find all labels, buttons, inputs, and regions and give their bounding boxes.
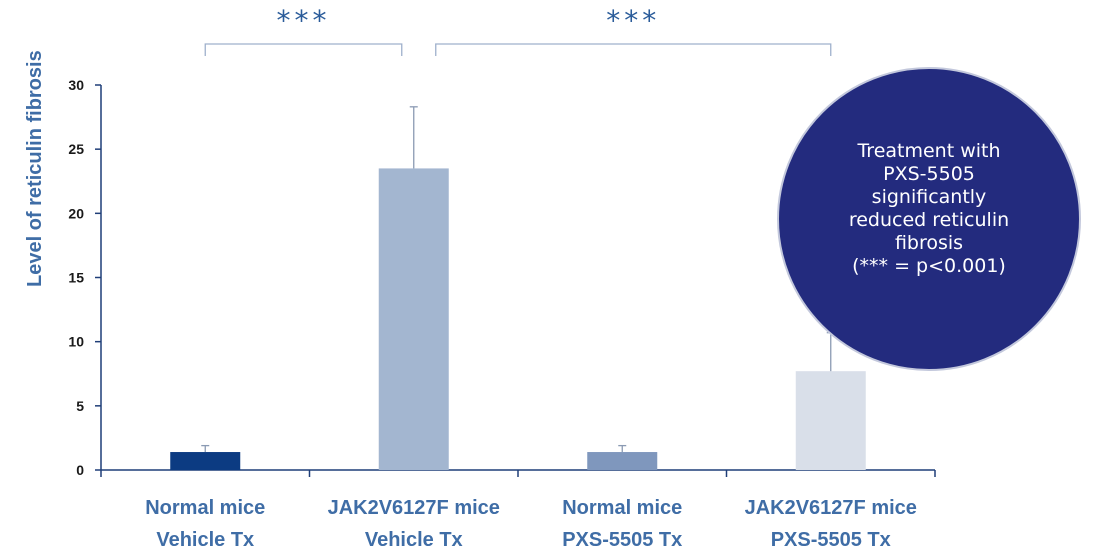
- significance-bracket: [204, 43, 403, 56]
- bars: [170, 168, 866, 470]
- callout-line: fibrosis: [894, 232, 964, 254]
- significance-brackets: *** ***: [204, 4, 832, 56]
- y-tick-label: 5: [76, 398, 84, 414]
- significance-label: ***: [606, 4, 660, 37]
- bar: [170, 452, 241, 470]
- significance-label: ***: [277, 4, 331, 37]
- x-category-label: Normal mice: [562, 497, 682, 519]
- callout-line: significantly: [871, 186, 987, 208]
- callout-line: Treatment with: [857, 140, 1001, 162]
- y-tick-label: 15: [68, 270, 84, 286]
- x-category-label: Vehicle Tx: [156, 529, 254, 551]
- y-tick-label: 20: [68, 205, 84, 221]
- x-category-label: JAK2V6127F mice: [328, 497, 500, 519]
- x-category-label: JAK2V6127F mice: [745, 497, 917, 519]
- callout-line: reduced reticulin: [848, 209, 1010, 231]
- x-category-labels: Normal mice Vehicle Tx JAK2V6127F mice Vehi…: [145, 497, 917, 551]
- y-ticks: 0 5 10 15 20 25 30: [68, 77, 101, 478]
- x-category-label: Normal mice: [145, 497, 265, 519]
- x-category-label: PXS-5505 Tx: [771, 529, 891, 551]
- y-axis-title: Level of reticulin fibrosis: [24, 50, 46, 287]
- callout-text: Treatment with PXS-5505 significantly reduc…: [814, 140, 1044, 278]
- y-tick-label: 25: [68, 141, 84, 157]
- callout-line: (*** = p<0.001): [852, 255, 1006, 277]
- callout-circle: Treatment with PXS-5505 significantly reduc…: [777, 67, 1081, 371]
- x-category-label: Vehicle Tx: [365, 529, 463, 551]
- y-tick-label: 10: [68, 334, 84, 350]
- bar: [795, 371, 866, 470]
- bar: [378, 168, 449, 470]
- x-category-label: PXS-5505 Tx: [562, 529, 682, 551]
- error-bars: [201, 106, 835, 453]
- significance-bracket: [435, 43, 832, 56]
- y-tick-label: 0: [76, 462, 84, 478]
- callout-line: PXS-5505: [883, 163, 975, 185]
- bar: [587, 452, 658, 470]
- y-tick-label: 30: [68, 77, 84, 93]
